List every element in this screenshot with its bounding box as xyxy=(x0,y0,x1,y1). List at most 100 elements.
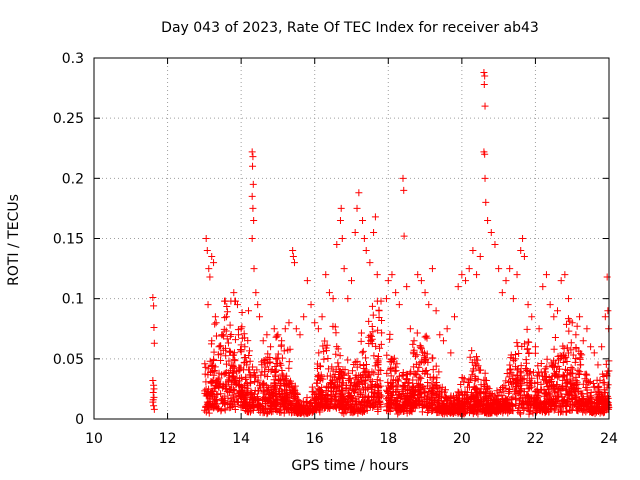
data-point xyxy=(340,265,348,273)
data-point xyxy=(428,265,436,273)
data-point xyxy=(409,348,417,356)
data-point xyxy=(150,302,158,310)
data-point xyxy=(374,353,382,361)
data-point xyxy=(221,314,229,322)
data-point xyxy=(450,395,458,403)
data-point xyxy=(562,385,570,393)
data-point xyxy=(577,402,585,410)
data-point xyxy=(543,401,551,409)
data-point xyxy=(335,363,343,371)
y-tick-label: 0.1 xyxy=(62,292,84,308)
data-point xyxy=(260,388,268,396)
data-point xyxy=(356,404,364,412)
data-point xyxy=(464,394,472,402)
data-point xyxy=(421,333,429,341)
data-point xyxy=(335,397,343,405)
data-point xyxy=(393,376,401,384)
data-point xyxy=(212,403,220,411)
data-point xyxy=(249,204,257,212)
data-point xyxy=(277,376,285,384)
data-point xyxy=(370,228,378,236)
data-point xyxy=(208,391,216,399)
data-point xyxy=(596,376,604,384)
data-point xyxy=(480,389,488,397)
data-point xyxy=(235,331,243,339)
data-point xyxy=(374,360,382,368)
data-point xyxy=(387,365,395,373)
data-point xyxy=(354,389,362,397)
data-point xyxy=(399,369,407,377)
data-point xyxy=(285,379,293,387)
data-point xyxy=(572,355,580,363)
data-point xyxy=(402,370,410,378)
data-point xyxy=(260,357,268,365)
data-point xyxy=(566,317,574,325)
data-point xyxy=(574,388,582,396)
y-tick-label: 0.15 xyxy=(53,232,84,248)
data-point xyxy=(213,400,221,408)
data-point xyxy=(534,362,542,370)
data-point xyxy=(465,265,473,273)
data-point xyxy=(236,346,244,354)
data-point xyxy=(522,366,530,374)
data-point xyxy=(476,253,484,261)
data-point xyxy=(510,357,518,365)
data-point xyxy=(512,379,520,387)
data-point xyxy=(224,339,232,347)
data-point xyxy=(567,339,575,347)
data-point xyxy=(571,387,579,395)
data-point xyxy=(149,396,157,404)
data-point xyxy=(319,375,327,383)
data-point xyxy=(561,271,569,279)
data-point xyxy=(513,271,521,279)
data-point xyxy=(592,388,600,396)
data-point xyxy=(329,295,337,303)
data-point xyxy=(546,301,554,309)
data-point xyxy=(265,407,273,415)
data-point xyxy=(351,401,359,409)
data-point xyxy=(517,362,525,370)
data-point xyxy=(520,375,528,383)
data-point xyxy=(365,317,373,325)
data-point xyxy=(250,401,258,409)
data-point xyxy=(314,373,322,381)
data-point xyxy=(291,386,299,394)
data-point xyxy=(480,376,488,384)
data-point xyxy=(273,359,281,367)
data-point xyxy=(350,387,358,395)
data-point xyxy=(419,367,427,375)
data-point xyxy=(587,343,595,351)
data-point xyxy=(437,394,445,402)
data-point xyxy=(527,395,535,403)
data-point xyxy=(518,401,526,409)
data-point xyxy=(470,365,478,373)
data-point xyxy=(451,313,458,321)
data-point xyxy=(237,341,245,349)
data-point xyxy=(461,391,469,399)
data-point xyxy=(536,398,544,406)
data-point xyxy=(523,391,531,399)
data-point xyxy=(205,409,213,417)
data-point xyxy=(360,362,368,370)
data-point xyxy=(212,390,220,398)
data-point xyxy=(368,302,376,310)
data-point xyxy=(316,363,324,371)
data-point xyxy=(332,402,340,410)
data-point xyxy=(571,358,579,366)
data-point xyxy=(253,396,261,404)
data-point xyxy=(408,382,416,390)
data-point xyxy=(400,382,408,390)
data-point xyxy=(565,295,573,303)
data-point xyxy=(366,402,374,410)
data-point xyxy=(535,372,543,380)
data-point xyxy=(217,350,225,358)
data-point xyxy=(281,325,289,333)
data-point xyxy=(403,283,411,291)
data-point xyxy=(342,384,350,392)
x-tick-label: 12 xyxy=(159,431,177,447)
data-point xyxy=(231,357,239,365)
data-point xyxy=(233,398,241,406)
data-point xyxy=(303,277,311,285)
data-point xyxy=(554,356,562,364)
data-point xyxy=(550,406,558,414)
